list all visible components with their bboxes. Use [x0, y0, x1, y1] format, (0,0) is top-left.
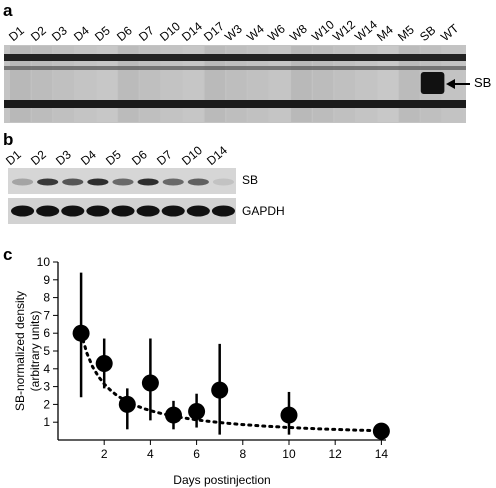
panel-b-gapdh-band — [11, 205, 35, 217]
panel-b-sb-band — [12, 178, 34, 186]
panel-b-gapdh-band — [86, 205, 110, 217]
y-tick-label: 3 — [43, 380, 50, 394]
panel-b-gapdh-band — [136, 205, 160, 217]
panel-b-gapdh-band — [211, 205, 235, 217]
data-point — [164, 406, 182, 424]
panel-b-gapdh-band — [161, 205, 185, 217]
panel-a-upper-band — [4, 66, 466, 70]
y-tick-label: 10 — [37, 255, 51, 269]
panel-b-gapdh-label: GAPDH — [242, 204, 285, 218]
panel-b-gapdh-band — [186, 205, 210, 217]
y-tick-label: 9 — [43, 273, 50, 287]
panel-b-sb-band — [37, 178, 59, 186]
panel-a-arrow-head — [446, 79, 455, 89]
x-tick-label: 10 — [282, 447, 296, 461]
y-tick-label: 2 — [43, 397, 50, 411]
y-tick-label: 8 — [43, 291, 50, 305]
x-tick-label: 14 — [375, 447, 389, 461]
y-tick-label: 5 — [43, 344, 50, 358]
panel-b-gapdh-band — [36, 205, 60, 217]
data-point — [72, 324, 90, 342]
panel-b-sb-band — [62, 178, 84, 186]
panel-b-sb-band — [137, 178, 159, 186]
y-tick-label: 1 — [43, 415, 50, 429]
panel-a-lower-band — [4, 100, 466, 108]
y-tick-label: 6 — [43, 326, 50, 340]
panel-b-gapdh-band — [61, 205, 85, 217]
panel-b-sb-band — [112, 178, 134, 186]
panel-b-sb-label: SB — [242, 173, 259, 187]
panel-a-top-band — [4, 54, 466, 61]
data-point — [118, 395, 136, 413]
panel-b-sb-band — [87, 178, 109, 186]
data-point — [188, 403, 206, 421]
y-axis-title: (arbitrary units) — [28, 311, 42, 392]
y-tick-label: 7 — [43, 308, 50, 322]
data-point — [95, 354, 113, 372]
data-point — [372, 422, 390, 440]
panel-b-gapdh-band — [111, 205, 135, 217]
panel-b-letter: b — [3, 130, 14, 149]
panel-b-sb-band — [162, 178, 184, 186]
x-tick-label: 2 — [101, 447, 108, 461]
panel-a-sb-lane-band — [420, 72, 445, 94]
panel-a-sb-label: SB — [474, 75, 492, 90]
x-tick-label: 8 — [239, 447, 246, 461]
x-tick-label: 4 — [147, 447, 154, 461]
panel-a-letter: a — [3, 1, 13, 20]
data-point — [211, 381, 229, 399]
y-axis-title: SB-normalized density — [13, 291, 27, 411]
x-tick-label: 12 — [329, 447, 343, 461]
data-point — [141, 374, 159, 392]
y-tick-label: 4 — [43, 362, 50, 376]
panel-b-sb-band — [187, 178, 209, 186]
panel-b-sb-band — [212, 178, 234, 186]
data-point — [280, 406, 298, 424]
panel-c-letter: c — [3, 245, 13, 264]
x-axis-title: Days postinjection — [173, 473, 270, 487]
x-tick-label: 6 — [193, 447, 200, 461]
